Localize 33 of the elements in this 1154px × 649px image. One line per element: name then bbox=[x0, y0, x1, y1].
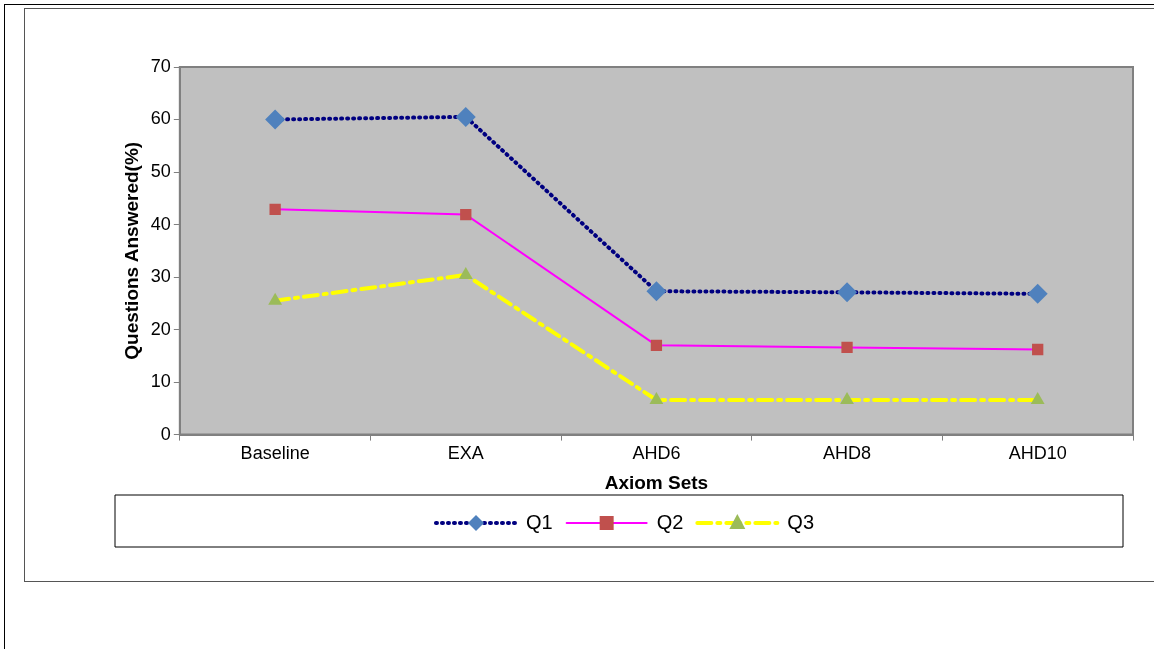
y-tick-label: 70 bbox=[150, 55, 171, 76]
point bbox=[840, 391, 854, 404]
point bbox=[649, 391, 664, 404]
y-tick-label: 60 bbox=[150, 108, 171, 129]
y-axis-title: Questions Answered(%) bbox=[120, 141, 142, 360]
point bbox=[1032, 343, 1044, 356]
point bbox=[268, 292, 283, 305]
point bbox=[460, 208, 472, 221]
x-tick-label: AHD8 bbox=[823, 443, 872, 464]
legend-label: Q3 bbox=[787, 510, 815, 533]
x-tick-label: Baseline bbox=[240, 443, 310, 464]
point bbox=[455, 106, 476, 127]
point bbox=[837, 282, 858, 303]
legend-label: Q2 bbox=[656, 510, 684, 533]
x-tick-label: AHD6 bbox=[632, 443, 681, 464]
point bbox=[646, 281, 667, 302]
y-tick-label: 0 bbox=[160, 423, 171, 444]
point bbox=[1027, 283, 1048, 304]
x-tick-label: AHD10 bbox=[1008, 443, 1067, 464]
y-tick-label: 30 bbox=[150, 266, 171, 287]
point bbox=[1030, 391, 1045, 404]
x-tick-label: EXA bbox=[447, 443, 484, 464]
y-tick-label: 40 bbox=[150, 213, 171, 234]
point bbox=[265, 109, 286, 130]
y-tick-label: 10 bbox=[150, 371, 171, 392]
point bbox=[269, 203, 281, 215]
y-tick-label: 50 bbox=[150, 161, 171, 181]
point bbox=[650, 339, 663, 351]
y-tick-label: 20 bbox=[150, 318, 171, 339]
legend-label: Q1 bbox=[525, 510, 553, 533]
point bbox=[841, 341, 853, 354]
point bbox=[458, 266, 473, 279]
x-axis-title: Axiom Sets bbox=[604, 471, 709, 493]
